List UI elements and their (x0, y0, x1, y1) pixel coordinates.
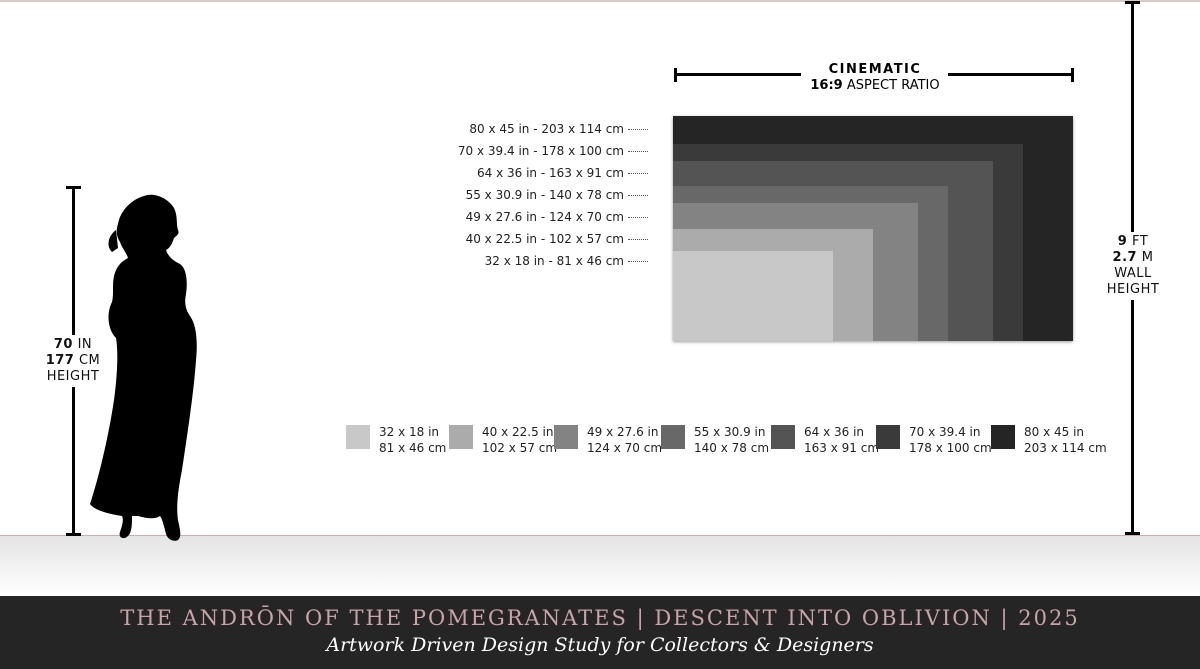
size-label-3: 55 x 30.9 in - 140 x 78 cm (466, 188, 648, 202)
aspect-ratio-caption: ASPECT RATIO (846, 78, 940, 93)
leader-dots (628, 173, 648, 174)
person-height-cm-unit: CM (78, 353, 101, 368)
person-height-in-unit: IN (77, 337, 93, 352)
ratio-dim-right-line (948, 73, 1074, 76)
legend-swatch (346, 425, 370, 449)
legend-swatch (991, 425, 1015, 449)
legend-inches: 40 x 22.5 in (482, 425, 554, 439)
aspect-ratio-heading: CINEMATIC (828, 62, 922, 77)
size-label-text: 80 x 45 in - 203 x 114 cm (469, 122, 624, 136)
legend-centimeters: 178 x 100 cm (909, 441, 992, 455)
woman-silhouette (90, 194, 197, 541)
legend-inches: 32 x 18 in (379, 425, 440, 439)
size-label-text: 55 x 30.9 in - 140 x 78 cm (465, 188, 624, 202)
legend-text: 32 x 18 in 81 x 46 cm (379, 424, 446, 456)
size-rect-6 (673, 251, 833, 341)
legend-text: 80 x 45 in 203 x 114 cm (1024, 424, 1107, 456)
legend-inches: 70 x 39.4 in (909, 425, 981, 439)
legend-text: 64 x 36 in 163 x 91 cm (804, 424, 879, 456)
footer-band (0, 596, 1200, 669)
legend-centimeters: 203 x 114 cm (1024, 441, 1107, 455)
wall-height-caption-2: HEIGHT (1106, 282, 1160, 297)
size-label-text: 40 x 22.5 in - 102 x 57 cm (465, 232, 624, 246)
wall-height-caption-1: WALL (1114, 266, 1152, 281)
legend-centimeters: 102 x 57 cm (482, 441, 558, 455)
legend-inches: 80 x 45 in (1024, 425, 1085, 439)
floor (0, 535, 1200, 596)
legend-swatch (661, 425, 685, 449)
wall-height-ft-value: 9 (1117, 234, 1128, 249)
leader-dots (628, 261, 648, 262)
ratio-dim-left-line (674, 73, 801, 76)
size-label-6: 32 x 18 in - 81 x 46 cm (485, 254, 648, 268)
legend-inches: 49 x 27.6 in (587, 425, 659, 439)
aspect-ratio-title: CINEMATIC 16:9 ASPECT RATIO (800, 62, 950, 94)
ratio-dim-right-cap (1071, 68, 1074, 82)
legend-centimeters: 81 x 46 cm (379, 441, 447, 455)
leader-dots (628, 195, 648, 196)
size-label-text: 32 x 18 in - 81 x 46 cm (484, 254, 624, 268)
size-label-text: 49 x 27.6 in - 124 x 70 cm (465, 210, 624, 224)
person-height-in-value: 70 (53, 337, 73, 352)
wall-height-m-value: 2.7 (1112, 250, 1138, 265)
leader-dots (628, 217, 648, 218)
wall-dim-bottom-cap (1125, 532, 1140, 535)
size-label-2: 64 x 36 in - 163 x 91 cm (477, 166, 648, 180)
size-label-1: 70 x 39.4 in - 178 x 100 cm (458, 144, 648, 158)
aspect-ratio-value: 16:9 (810, 78, 843, 93)
legend-swatch (771, 425, 795, 449)
leader-dots (628, 239, 648, 240)
legend-swatch (554, 425, 578, 449)
person-height-label: 70 IN 177 CM HEIGHT (35, 335, 111, 387)
legend-swatch (449, 425, 473, 449)
legend-text: 49 x 27.6 in 124 x 70 cm (587, 424, 662, 456)
size-label-text: 70 x 39.4 in - 178 x 100 cm (457, 144, 624, 158)
wall-height-label: 9 FT 2.7 M WALL HEIGHT (1098, 232, 1168, 300)
legend-centimeters: 163 x 91 cm (804, 441, 880, 455)
size-label-0: 80 x 45 in - 203 x 114 cm (469, 122, 648, 136)
wall-height-m-unit: M (1141, 250, 1154, 265)
footer-subtitle: Artwork Driven Design Study for Collecto… (326, 634, 874, 656)
leader-dots (628, 129, 648, 130)
legend-centimeters: 140 x 78 cm (694, 441, 770, 455)
legend-text: 40 x 22.5 in 102 x 57 cm (482, 424, 557, 456)
legend-inches: 55 x 30.9 in (694, 425, 766, 439)
legend-text: 55 x 30.9 in 140 x 78 cm (694, 424, 769, 456)
legend-swatch (876, 425, 900, 449)
wall-height-ft-unit: FT (1131, 234, 1149, 249)
size-label-4: 49 x 27.6 in - 124 x 70 cm (466, 210, 648, 224)
legend-centimeters: 124 x 70 cm (587, 441, 663, 455)
top-border (0, 0, 1200, 2)
leader-dots (628, 151, 648, 152)
person-dim-bottom-cap (66, 533, 81, 536)
person-height-cm-value: 177 (45, 353, 75, 368)
footer-title: THE ANDRŌN OF THE POMEGRANATES | DESCENT… (120, 606, 1080, 630)
legend-text: 70 x 39.4 in 178 x 100 cm (909, 424, 992, 456)
size-label-text: 64 x 36 in - 163 x 91 cm (477, 166, 624, 180)
person-height-caption: HEIGHT (46, 369, 100, 384)
size-label-5: 40 x 22.5 in - 102 x 57 cm (466, 232, 648, 246)
legend-inches: 64 x 36 in (804, 425, 865, 439)
